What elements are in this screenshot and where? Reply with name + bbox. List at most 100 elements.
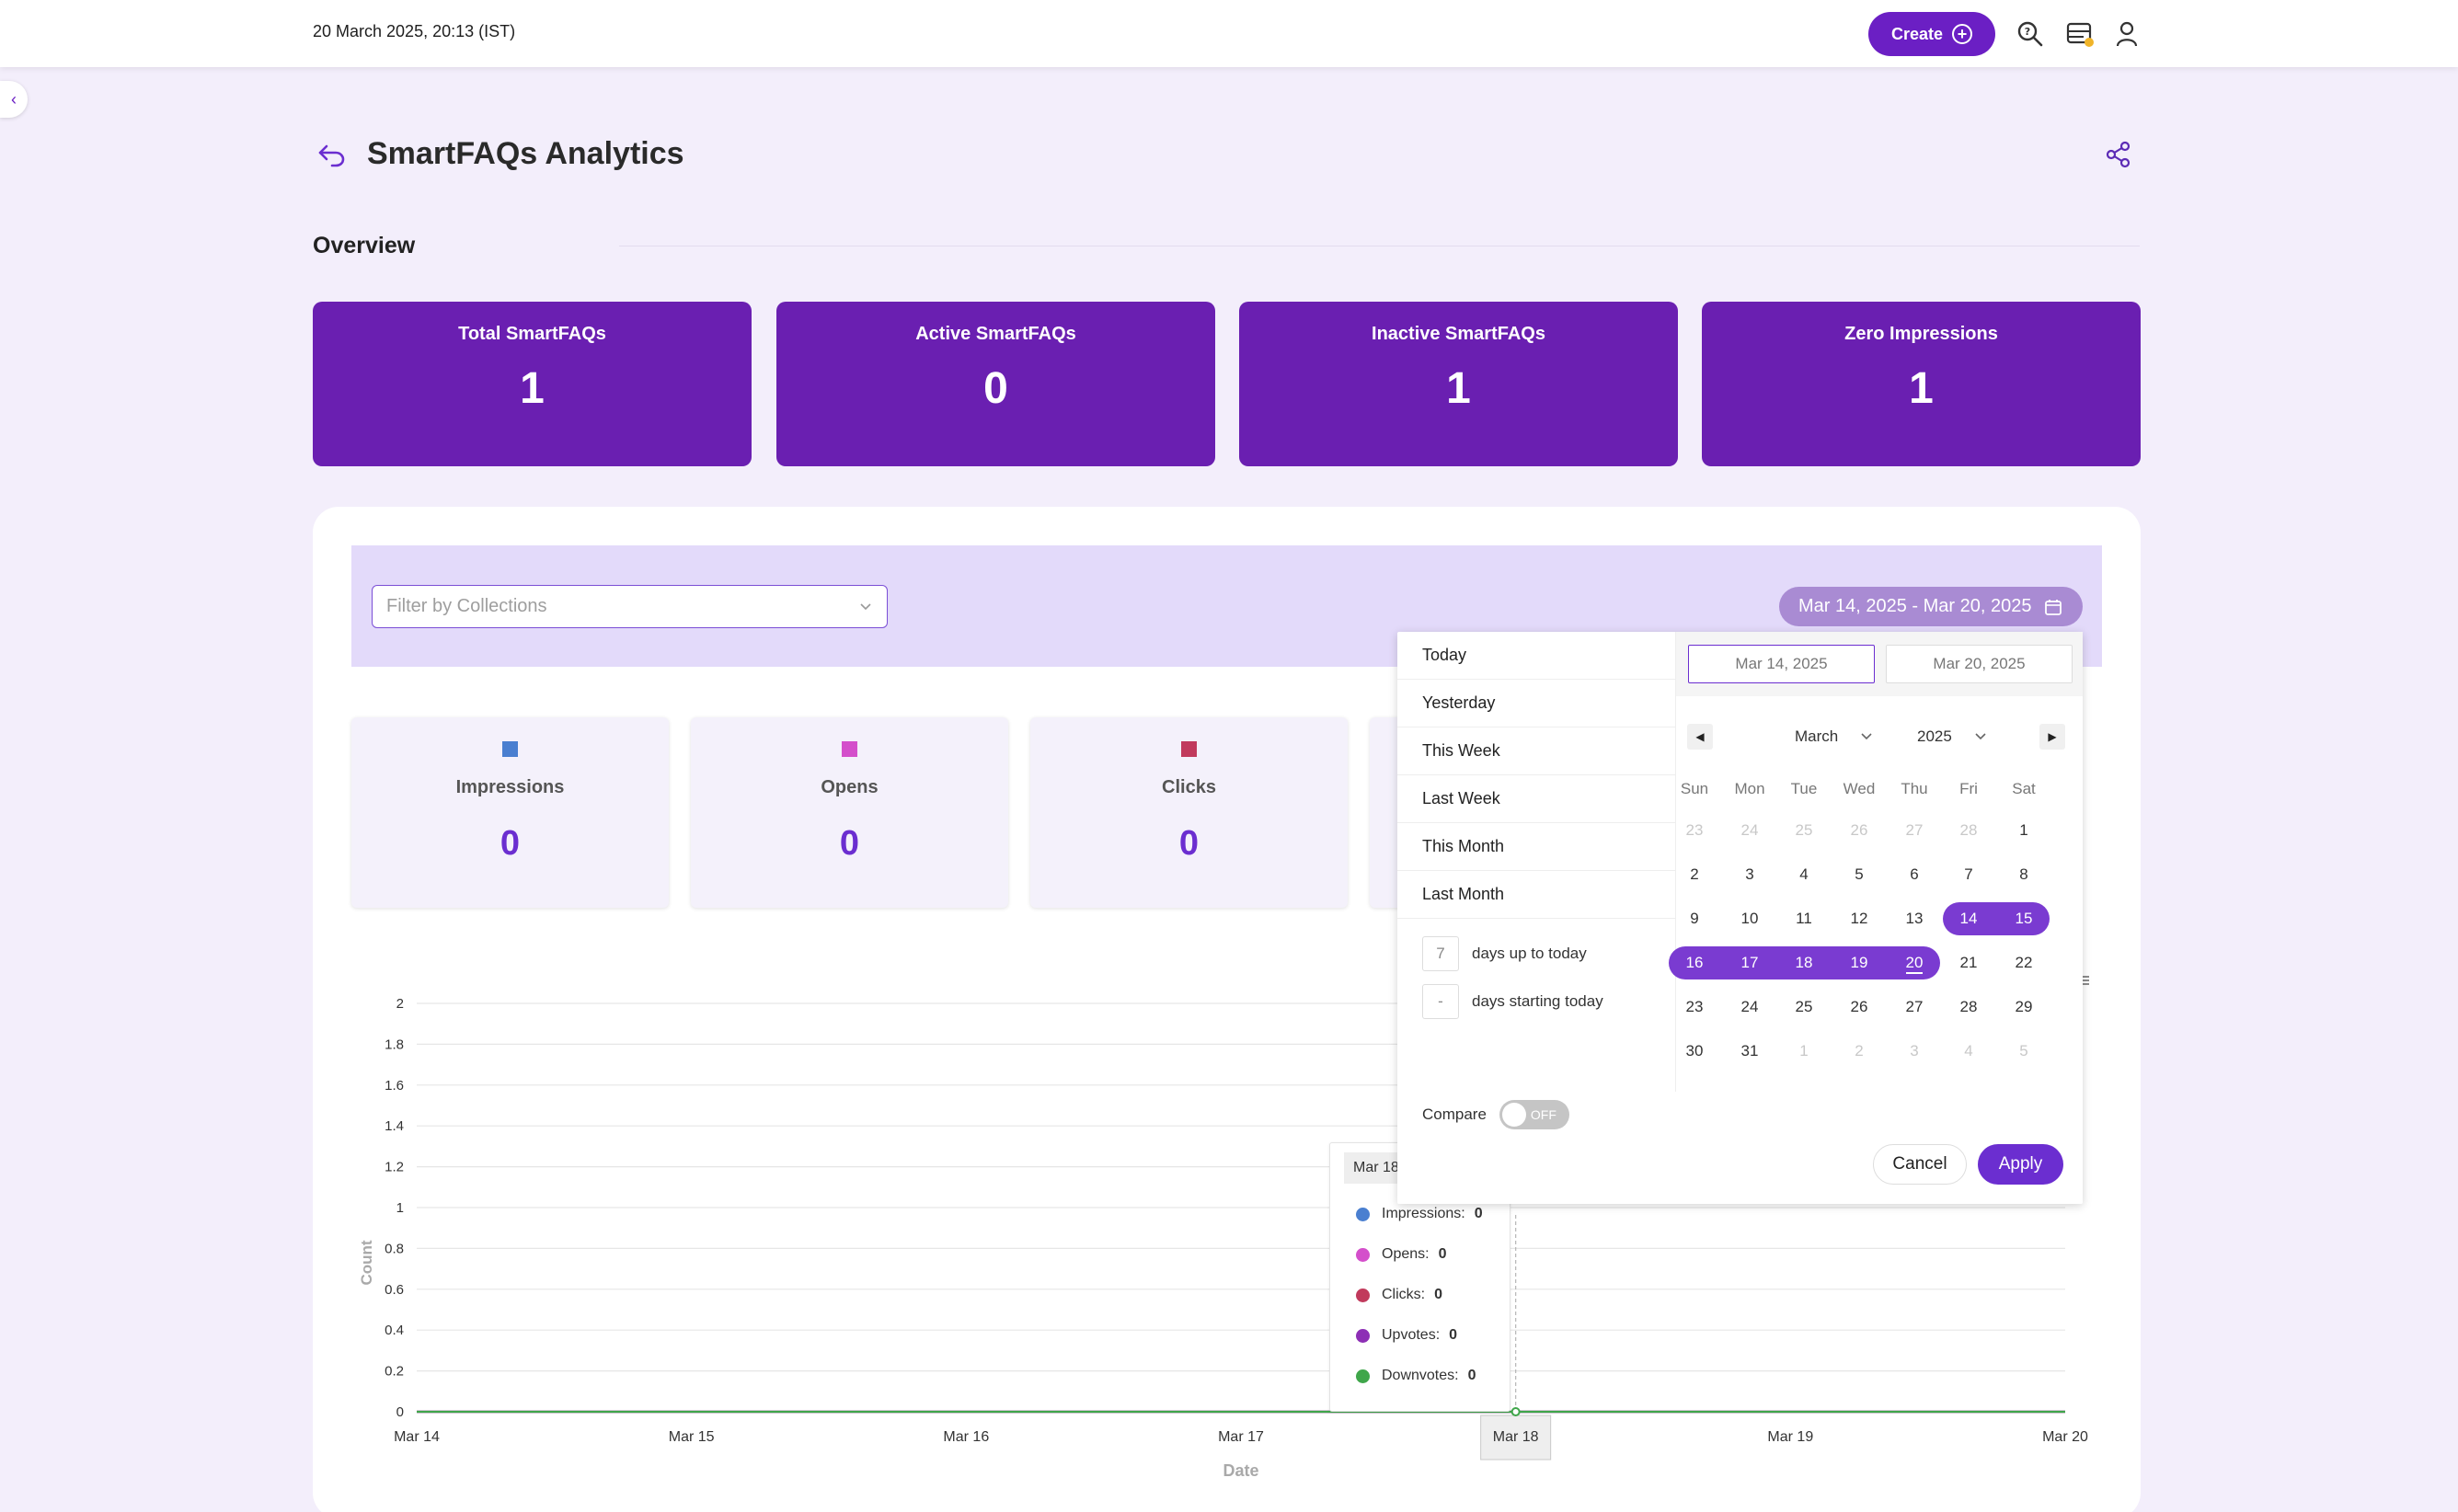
days-up-to-today-row: 7 days up to today bbox=[1422, 936, 1587, 971]
calendar-day[interactable]: 24 bbox=[1722, 991, 1777, 1024]
calendar-day[interactable]: 20 bbox=[1887, 946, 1942, 979]
collections-filter-input[interactable] bbox=[373, 586, 833, 626]
days-starting-label: days starting today bbox=[1472, 992, 1603, 1010]
back-arrow-icon[interactable] bbox=[316, 140, 349, 169]
user-icon[interactable] bbox=[2111, 18, 2142, 50]
tooltip-row: Clicks: 0 bbox=[1356, 1287, 1442, 1303]
metric-value: 0 bbox=[500, 824, 521, 863]
day-number: 2 bbox=[1690, 865, 1699, 883]
calendar-day[interactable]: 10 bbox=[1722, 902, 1777, 935]
x-tick-highlight bbox=[1480, 1415, 1552, 1460]
metric-label: Clicks bbox=[1162, 777, 1216, 797]
metric-value: 0 bbox=[1178, 824, 1200, 863]
calendar-day[interactable]: 13 bbox=[1887, 902, 1942, 935]
calendar-day[interactable]: 8 bbox=[1996, 858, 2051, 891]
calendar-day[interactable]: 23 bbox=[1667, 814, 1722, 847]
preset-yesterday[interactable]: Yesterday bbox=[1397, 680, 1676, 727]
days-up-input[interactable]: 7 bbox=[1422, 936, 1459, 971]
calendar-day[interactable]: 27 bbox=[1887, 814, 1942, 847]
calendar-day[interactable]: 6 bbox=[1887, 858, 1942, 891]
chevron-down-icon bbox=[1861, 733, 1872, 740]
calendar-day[interactable]: 25 bbox=[1776, 814, 1832, 847]
day-number: 24 bbox=[1740, 998, 1759, 1015]
preset-last-month[interactable]: Last Month bbox=[1397, 871, 1676, 919]
calendar-day[interactable]: 30 bbox=[1667, 1035, 1722, 1068]
prev-month-icon[interactable]: ◀ bbox=[1687, 724, 1713, 750]
cancel-button[interactable]: Cancel bbox=[1873, 1144, 1967, 1185]
next-month-icon[interactable]: ▶ bbox=[2039, 724, 2065, 750]
preset-last-week[interactable]: Last Week bbox=[1397, 775, 1676, 823]
y-tick-label: 0.8 bbox=[385, 1241, 404, 1256]
calendar-day[interactable]: 15 bbox=[1996, 902, 2051, 935]
tooltip-value: 0 bbox=[1434, 1287, 1443, 1302]
series-dot-icon bbox=[1356, 1247, 1370, 1262]
calendar-day[interactable]: 14 bbox=[1941, 902, 1996, 935]
calendar-day[interactable]: 5 bbox=[1996, 1035, 2051, 1068]
day-number: 2 bbox=[1855, 1042, 1864, 1060]
calendar-day[interactable]: 29 bbox=[1996, 991, 2051, 1024]
preset-this-month[interactable]: This Month bbox=[1397, 823, 1676, 871]
year-select[interactable]: 2025 bbox=[1917, 727, 1987, 746]
calendar-day[interactable]: 25 bbox=[1776, 991, 1832, 1024]
calendar-day[interactable]: 7 bbox=[1941, 858, 1996, 891]
calendar-icon bbox=[2045, 599, 2062, 615]
calendar-day[interactable]: 2 bbox=[1832, 1035, 1887, 1068]
calendar-day[interactable]: 4 bbox=[1941, 1035, 1996, 1068]
calendar-day[interactable]: 16 bbox=[1667, 946, 1722, 979]
x-tick-label: Mar 17 bbox=[1218, 1429, 1264, 1445]
calendar-day[interactable]: 23 bbox=[1667, 991, 1722, 1024]
compare-toggle[interactable]: OFF bbox=[1499, 1100, 1569, 1129]
calendar-day[interactable]: 19 bbox=[1832, 946, 1887, 979]
y-tick-label: 1 bbox=[396, 1200, 404, 1216]
tooltip-date: Mar 18 bbox=[1344, 1152, 1399, 1184]
date-range-picker: Today Yesterday This Week Last Week This… bbox=[1397, 632, 2083, 1204]
calendar-day[interactable]: 2 bbox=[1667, 858, 1722, 891]
share-icon[interactable] bbox=[2104, 140, 2133, 169]
day-number: 26 bbox=[1850, 998, 1868, 1015]
start-date-field[interactable]: Mar 14, 2025 bbox=[1688, 645, 1875, 683]
calendar-day[interactable]: 17 bbox=[1722, 946, 1777, 979]
calendar-day[interactable]: 12 bbox=[1832, 902, 1887, 935]
calendar-day[interactable]: 1 bbox=[1996, 814, 2051, 847]
calendar-day[interactable]: 24 bbox=[1722, 814, 1777, 847]
calendar-day[interactable]: 18 bbox=[1776, 946, 1832, 979]
create-button[interactable]: Create + bbox=[1868, 12, 1995, 56]
calendar-day[interactable]: 26 bbox=[1832, 991, 1887, 1024]
day-number: 29 bbox=[2015, 998, 2033, 1015]
tooltip-label: Opens: bbox=[1382, 1246, 1430, 1262]
apply-button[interactable]: Apply bbox=[1978, 1144, 2063, 1185]
svg-text:?: ? bbox=[2025, 26, 2030, 38]
date-range-button[interactable]: Mar 14, 2025 - Mar 20, 2025 bbox=[1779, 587, 2083, 626]
tooltip-row: Downvotes: 0 bbox=[1356, 1368, 1476, 1384]
calendar-day[interactable]: 26 bbox=[1832, 814, 1887, 847]
day-number: 20 bbox=[1905, 954, 1924, 974]
calendar-day[interactable]: 3 bbox=[1887, 1035, 1942, 1068]
end-date-field[interactable]: Mar 20, 2025 bbox=[1886, 645, 2073, 683]
calendar-day[interactable]: 28 bbox=[1941, 814, 1996, 847]
stat-label: Active SmartFAQs bbox=[915, 324, 1076, 344]
calendar-day[interactable]: 28 bbox=[1941, 991, 1996, 1024]
preset-this-week[interactable]: This Week bbox=[1397, 727, 1676, 775]
calendar-day[interactable]: 3 bbox=[1722, 858, 1777, 891]
calendar-day[interactable]: 31 bbox=[1722, 1035, 1777, 1068]
calendar-day[interactable]: 4 bbox=[1776, 858, 1832, 891]
calendar-day[interactable]: 27 bbox=[1887, 991, 1942, 1024]
month-select[interactable]: March bbox=[1795, 727, 1873, 746]
collections-filter-select[interactable] bbox=[372, 585, 888, 628]
x-axis-label: Date bbox=[1223, 1461, 1258, 1480]
search-icon[interactable]: ? bbox=[2015, 18, 2046, 50]
metric-value: 0 bbox=[839, 824, 860, 863]
day-number: 17 bbox=[1740, 954, 1759, 971]
calendar-day[interactable]: 5 bbox=[1832, 858, 1887, 891]
calendar-day[interactable]: 21 bbox=[1941, 946, 1996, 979]
sidebar-toggle-chevron-left-icon[interactable]: ‹ bbox=[0, 81, 28, 118]
days-starting-input[interactable]: - bbox=[1422, 984, 1459, 1019]
calendar-day[interactable]: 9 bbox=[1667, 902, 1722, 935]
calendar-day[interactable]: 1 bbox=[1776, 1035, 1832, 1068]
day-number: 5 bbox=[2019, 1042, 2028, 1060]
calendar-day[interactable]: 11 bbox=[1776, 902, 1832, 935]
preset-today[interactable]: Today bbox=[1397, 632, 1676, 680]
storage-icon[interactable] bbox=[2064, 18, 2096, 50]
calendar-day[interactable]: 22 bbox=[1996, 946, 2051, 979]
hover-point bbox=[1510, 1407, 1521, 1416]
